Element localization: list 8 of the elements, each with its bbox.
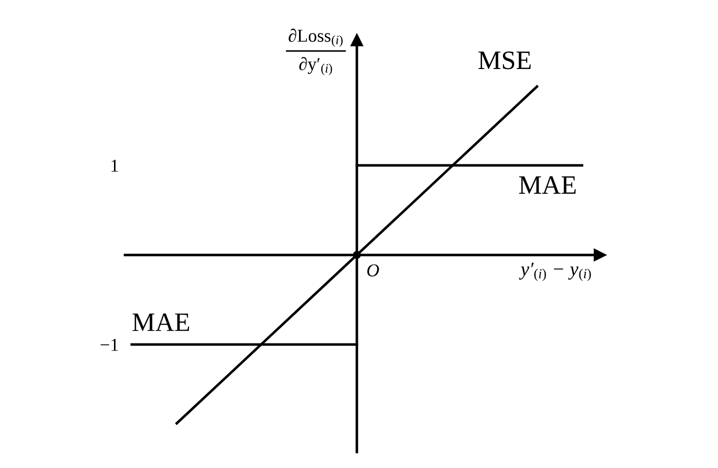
y-tick-label: −1 (100, 338, 118, 351)
series-label: MSE (478, 51, 531, 70)
annotation: O (367, 264, 379, 276)
series-label: MAE (132, 313, 190, 331)
series-label: MAE (519, 176, 576, 194)
y-tick-label: 1 (112, 160, 118, 172)
text: ∂Loss$_{(i)}$ ∂y′$_{(i)}$ (288, 28, 343, 76)
x-axis-title: y′$_{(i)}$ − y$_{(i)}$ (519, 262, 591, 282)
